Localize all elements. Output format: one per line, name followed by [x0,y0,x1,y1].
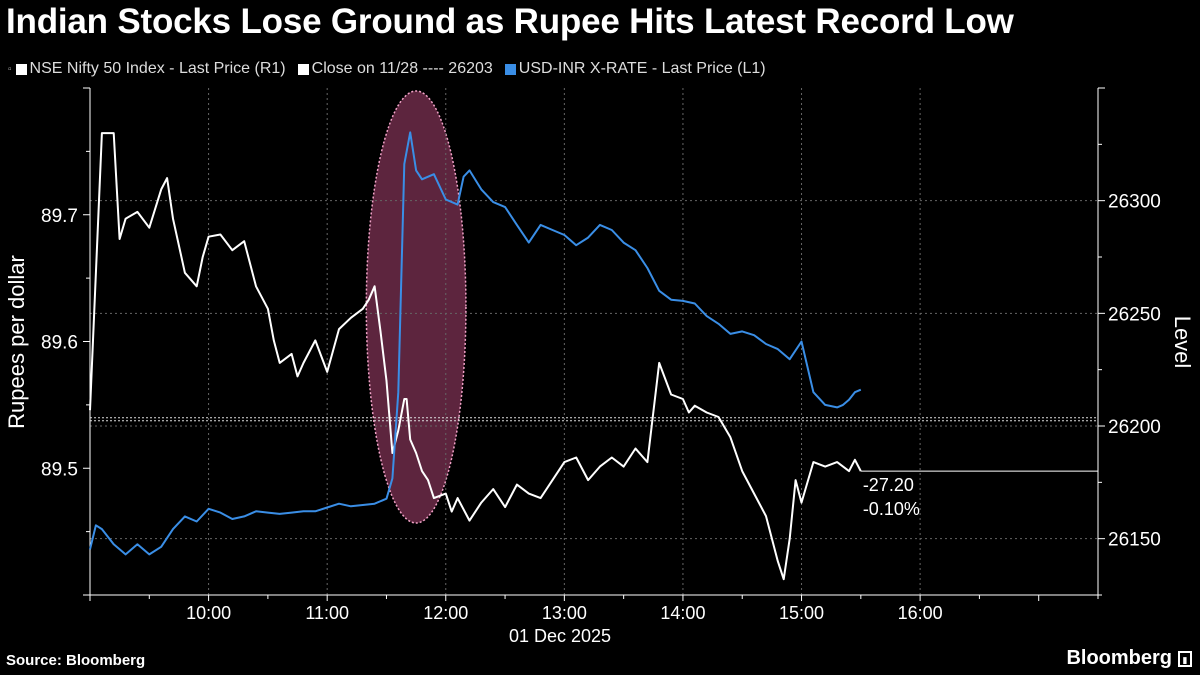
right-tick-label: 26300 [1108,192,1161,213]
x-tick-label: 12:00 [423,603,468,623]
legend-item-close: Close on 11/28 ---- 26203 [297,60,493,78]
legend-marker-icon: ▫ [8,63,12,75]
series-line-nifty [89,132,862,581]
change-annotation: -0.10% [863,499,920,519]
legend-swatch-nifty [15,63,27,75]
bloomberg-chart-icon: ▮ [1178,650,1192,667]
legend-swatch-close [297,63,309,75]
x-tick-label: 16:00 [898,603,943,623]
x-tick-label: 14:00 [660,603,705,623]
source-note: Source: Bloomberg [6,652,146,669]
left-tick-label: 89.5 [41,459,78,480]
right-tick-label: 26250 [1108,304,1161,325]
right-axis-label: Level [1170,316,1195,369]
legend: ▫ NSE Nifty 50 Index - Last Price (R1) C… [8,60,766,78]
left-tick-label: 89.7 [41,206,78,227]
x-axis-label: 01 Dec 2025 [509,626,611,646]
left-tick-label: 89.6 [41,333,78,354]
right-tick-label: 26150 [1108,530,1161,551]
brand-logo: Bloomberg ▮ [1066,647,1192,670]
legend-label-close: Close on 11/28 ---- 26203 [311,60,493,77]
right-tick-label: 26200 [1108,417,1161,438]
legend-label-usdinr: USD-INR X-RATE - Last Price (L1) [518,60,766,77]
x-tick-label: 15:00 [779,603,824,623]
x-tick-label: 11:00 [305,603,349,623]
legend-item-nifty: ▫ NSE Nifty 50 Index - Last Price (R1) [8,60,286,78]
x-tick-label: 13:00 [542,603,587,623]
left-axis-label: Rupees per dollar [4,255,29,429]
legend-swatch-usdinr [504,63,516,75]
highlight-ellipse [365,90,467,524]
x-tick-label: 10:00 [186,603,231,623]
legend-item-usdinr: USD-INR X-RATE - Last Price (L1) [504,60,766,78]
legend-label-nifty: NSE Nifty 50 Index - Last Price (R1) [29,60,286,77]
brand-name: Bloomberg [1066,647,1172,669]
series-line-usdinr [89,131,862,556]
change-annotation: -27.20 [863,475,914,495]
chart-title: Indian Stocks Lose Ground as Rupee Hits … [6,2,1014,41]
